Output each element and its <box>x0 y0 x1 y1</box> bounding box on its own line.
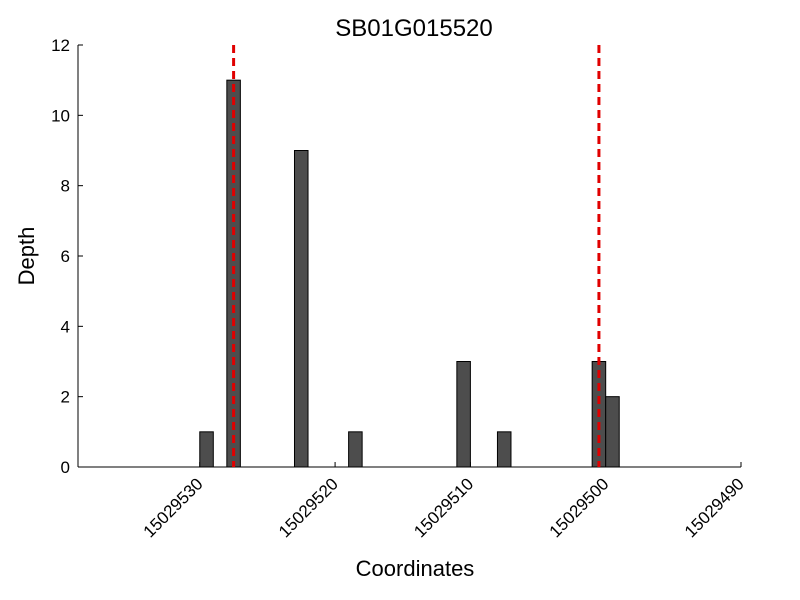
bar <box>199 431 214 468</box>
x-tick-label: 15029490 <box>681 474 748 541</box>
bar <box>456 361 471 468</box>
x-tick-label: 15029500 <box>546 474 613 541</box>
x-tick-label: 15029520 <box>275 474 342 541</box>
bar <box>605 396 620 468</box>
x-tick-label: 15029510 <box>410 474 477 541</box>
y-tick-label: 6 <box>61 247 70 266</box>
x-tick-label: 15029530 <box>140 474 207 541</box>
bar <box>293 150 309 468</box>
y-tick-label: 8 <box>61 177 70 196</box>
y-tick-label: 2 <box>61 388 70 407</box>
bar <box>348 431 363 468</box>
y-axis-label: Depth <box>14 227 39 286</box>
chart-title: SB01G015520 <box>335 15 492 42</box>
y-tick-label: 4 <box>61 317 70 336</box>
y-tick-label: 10 <box>51 106 70 125</box>
bar <box>496 431 512 468</box>
x-axis-label: Coordinates <box>356 556 475 581</box>
y-tick-label: 0 <box>61 458 70 477</box>
y-tick-label: 12 <box>51 36 70 55</box>
